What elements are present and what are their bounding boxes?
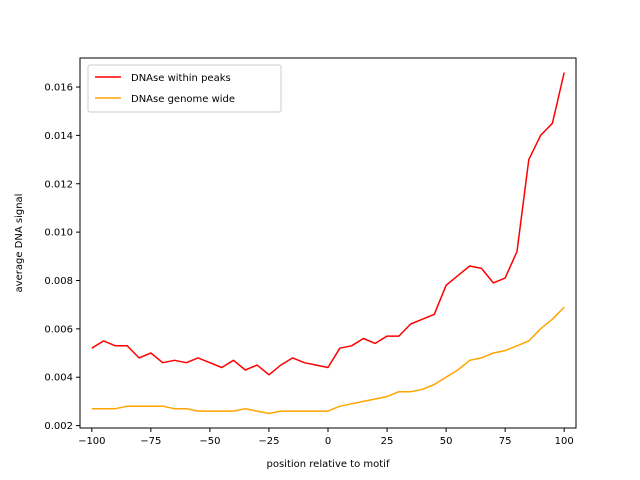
x-tick-label: −100	[78, 436, 105, 447]
y-tick-label: 0.012	[44, 179, 73, 190]
x-tick-label: 100	[555, 436, 574, 447]
x-axis: −100 −75 −50 −25 0 25 50 75 100	[78, 428, 574, 447]
legend-box	[87, 64, 282, 113]
x-tick-label: 75	[499, 436, 512, 447]
x-tick-label: 25	[381, 436, 394, 447]
series-layer	[91, 72, 565, 415]
y-tick-label: 0.004	[44, 373, 73, 384]
series-line-genome	[91, 306, 565, 415]
y-axis: 0.002 0.004 0.006 0.008 0.010 0.012 0.014 0.016	[44, 83, 80, 432]
x-tick-label: −50	[199, 436, 220, 447]
y-tick-label: 0.006	[44, 324, 73, 335]
legend-label-peaks: DNAse within peaks	[131, 73, 231, 84]
series-line-peaks	[91, 72, 565, 376]
legend: DNAse within peaks DNAse genome wide	[87, 64, 282, 113]
y-axis-label: average DNA signal	[14, 194, 25, 293]
y-tick-label: 0.016	[44, 83, 73, 94]
x-axis-label: position relative to motif	[267, 459, 390, 470]
x-tick-label: 0	[325, 436, 331, 447]
legend-label-genome: DNAse genome wide	[131, 94, 235, 105]
x-tick-label: 50	[440, 436, 453, 447]
x-tick-label: −75	[140, 436, 161, 447]
y-tick-label: 0.010	[44, 228, 73, 239]
y-tick-label: 0.008	[44, 276, 73, 287]
x-tick-label: −25	[258, 436, 279, 447]
y-tick-label: 0.002	[44, 421, 73, 432]
y-tick-label: 0.014	[44, 131, 73, 142]
